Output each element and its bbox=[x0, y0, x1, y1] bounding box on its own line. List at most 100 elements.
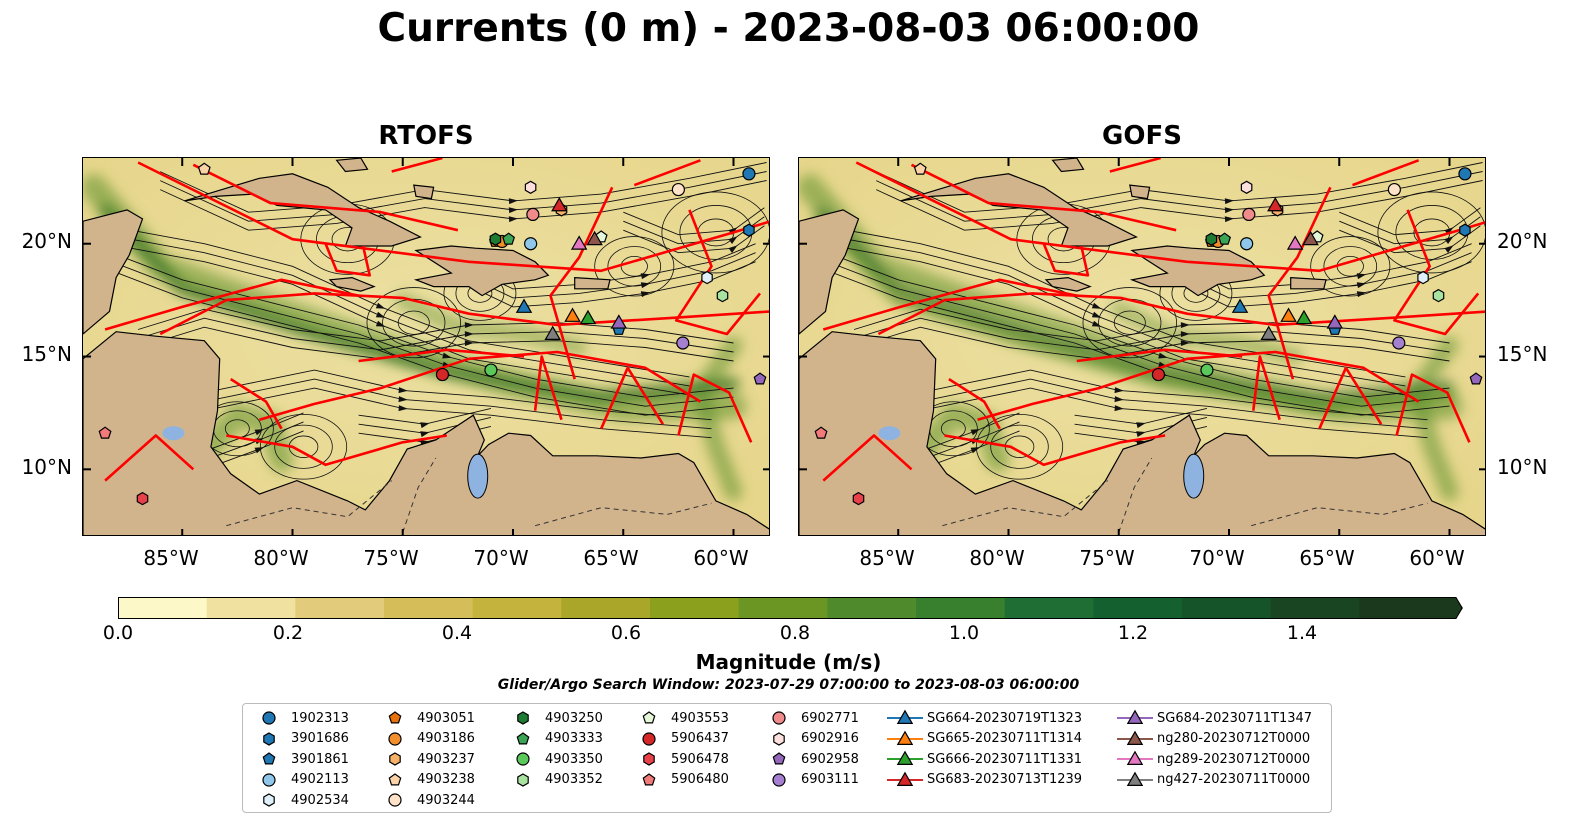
legend-marker-icon bbox=[1113, 749, 1157, 769]
platform-marker[interactable] bbox=[814, 426, 828, 439]
colorbar-segment bbox=[827, 597, 917, 619]
platform-marker[interactable] bbox=[676, 336, 690, 350]
platform-marker[interactable] bbox=[753, 372, 767, 385]
legend-label: 4902534 bbox=[291, 792, 349, 808]
eddy-streamline bbox=[366, 287, 461, 359]
legend-marker-icon bbox=[373, 708, 417, 728]
platform-marker[interactable] bbox=[551, 196, 568, 212]
platform-marker[interactable] bbox=[502, 232, 516, 245]
platform-marker[interactable] bbox=[544, 325, 561, 340]
platform-marker[interactable] bbox=[1260, 325, 1277, 340]
streamline bbox=[623, 207, 765, 236]
lat-tick-label: 20°N bbox=[1497, 229, 1548, 253]
platform-marker[interactable] bbox=[197, 162, 211, 175]
legend-marker-icon bbox=[1113, 770, 1157, 790]
eddy-streamline bbox=[1310, 236, 1391, 297]
platform-marker[interactable] bbox=[570, 235, 588, 250]
streamline-arrow bbox=[254, 429, 265, 436]
streamline-arrow bbox=[464, 322, 474, 329]
platform-marker[interactable] bbox=[852, 491, 865, 506]
lon-tick-label: 80°W bbox=[253, 546, 309, 570]
lon-tick-label: 70°W bbox=[473, 546, 529, 570]
platform-marker[interactable] bbox=[136, 491, 149, 506]
colorbar-segment bbox=[206, 597, 296, 619]
platform-marker[interactable] bbox=[1242, 207, 1256, 221]
platform-marker[interactable] bbox=[435, 367, 450, 382]
platform-marker[interactable] bbox=[586, 230, 603, 246]
platform-marker[interactable] bbox=[564, 307, 581, 322]
platform-marker[interactable] bbox=[610, 314, 628, 329]
map-rtofs[interactable] bbox=[82, 157, 770, 536]
platform-marker[interactable] bbox=[1302, 230, 1319, 246]
platform-marker[interactable] bbox=[1218, 232, 1232, 245]
lon-tick-label: 65°W bbox=[1299, 546, 1355, 570]
platform-marker[interactable] bbox=[1151, 367, 1166, 382]
platform-marker[interactable] bbox=[524, 237, 538, 251]
eddy-streamline bbox=[594, 236, 675, 297]
platform-marker[interactable] bbox=[671, 182, 685, 197]
land-mass bbox=[799, 209, 860, 335]
eddy-streamline bbox=[1377, 191, 1485, 274]
eez-boundary-line bbox=[822, 434, 913, 482]
platform-marker[interactable] bbox=[1205, 232, 1218, 246]
legend-label: 4903352 bbox=[545, 772, 603, 787]
legend-label: 4903051 bbox=[417, 710, 475, 726]
colorbar-segment bbox=[295, 597, 385, 619]
land-mass bbox=[328, 276, 376, 292]
platform-marker[interactable] bbox=[1387, 182, 1401, 197]
lon-tick-label: 85°W bbox=[143, 546, 199, 570]
platform-marker[interactable] bbox=[1280, 307, 1297, 322]
platform-marker[interactable] bbox=[489, 232, 502, 246]
map-gofs[interactable] bbox=[798, 157, 1486, 536]
colorbar-tick-label: 1.2 bbox=[1117, 622, 1149, 644]
land-mass bbox=[799, 331, 1485, 535]
platform-marker[interactable] bbox=[701, 270, 713, 285]
eez-boundary-line bbox=[1076, 348, 1243, 363]
platform-marker[interactable] bbox=[1295, 309, 1313, 325]
platform-marker[interactable] bbox=[484, 363, 498, 377]
platform-marker[interactable] bbox=[1240, 237, 1254, 251]
platform-marker[interactable] bbox=[1392, 336, 1406, 350]
platform-marker[interactable] bbox=[1469, 372, 1483, 385]
platform-marker[interactable] bbox=[716, 288, 729, 303]
platform-marker[interactable] bbox=[526, 207, 540, 221]
platform-marker[interactable] bbox=[579, 309, 597, 325]
platform-marker[interactable] bbox=[1432, 288, 1445, 303]
lake-nicaragua bbox=[162, 426, 185, 441]
colorbar-tick-label: 0.2 bbox=[272, 622, 304, 644]
platform-marker[interactable] bbox=[524, 180, 537, 194]
legend-label: SG664-20230719T1323 bbox=[927, 710, 1083, 726]
legend-marker-icon bbox=[757, 770, 801, 790]
platform-marker[interactable] bbox=[1459, 223, 1471, 237]
platform-marker[interactable] bbox=[1200, 363, 1214, 377]
platform-marker[interactable] bbox=[1240, 180, 1253, 194]
platform-marker[interactable] bbox=[515, 298, 533, 313]
eez-boundary-line bbox=[259, 350, 702, 421]
platform-marker[interactable] bbox=[743, 223, 755, 237]
streamline-arrow bbox=[1224, 198, 1234, 205]
streamline bbox=[876, 162, 1483, 213]
legend-marker-icon bbox=[373, 749, 417, 769]
platform-marker[interactable] bbox=[742, 167, 756, 181]
land-mass bbox=[1129, 184, 1151, 200]
platform-marker[interactable] bbox=[913, 162, 927, 175]
streamline-arrow bbox=[728, 236, 738, 244]
streamline bbox=[160, 180, 767, 231]
legend-label: 5906480 bbox=[671, 772, 729, 787]
legend-item: 6903111 bbox=[757, 770, 859, 790]
platform-marker[interactable] bbox=[1326, 314, 1344, 329]
legend-label: 4903186 bbox=[417, 731, 475, 746]
legend-item: 4903250 bbox=[501, 708, 603, 728]
platform-marker[interactable] bbox=[98, 426, 112, 439]
platform-marker[interactable] bbox=[1458, 167, 1472, 181]
legend-item: 6902958 bbox=[757, 749, 859, 769]
legend-marker-icon bbox=[247, 708, 291, 728]
eez-boundary-line bbox=[677, 373, 753, 443]
platform-marker[interactable] bbox=[1417, 270, 1429, 285]
platform-marker[interactable] bbox=[1286, 235, 1304, 250]
legend-marker-icon bbox=[883, 708, 927, 728]
platform-marker[interactable] bbox=[1267, 196, 1284, 212]
platform-marker[interactable] bbox=[1231, 298, 1249, 313]
eez-boundary-line bbox=[944, 434, 1166, 467]
legend-item: 3901686 bbox=[247, 729, 349, 749]
